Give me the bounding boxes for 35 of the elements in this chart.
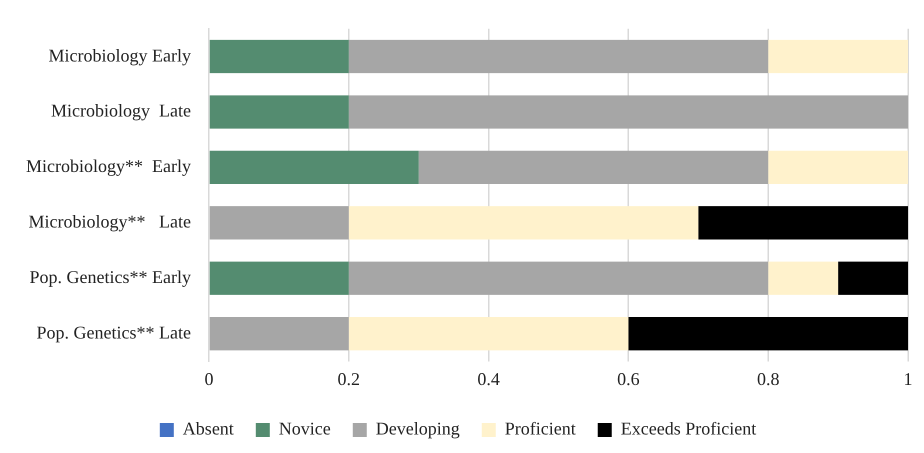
- bar: [348, 206, 698, 240]
- bar: [768, 40, 908, 74]
- bar: [210, 40, 349, 74]
- x-tick-label: 0.2: [338, 368, 360, 389]
- bar: [418, 150, 768, 184]
- bar: [210, 317, 349, 350]
- bar: [768, 262, 838, 295]
- y-tick-label: Microbiology** Late: [28, 212, 191, 232]
- legend-label: Absent: [182, 418, 234, 439]
- bar: [348, 95, 908, 129]
- x-tick-label: 0: [204, 368, 214, 389]
- bar: [210, 150, 419, 184]
- legend-label: Novice: [278, 418, 331, 439]
- bar: [768, 150, 908, 184]
- bar: [838, 262, 908, 295]
- bar: [628, 317, 908, 350]
- legend-label: Proficient: [504, 418, 576, 439]
- x-tick-label: 0.4: [477, 368, 500, 389]
- bar: [348, 317, 628, 350]
- bar: [348, 40, 768, 74]
- legend-label: Developing: [376, 418, 460, 439]
- x-tick-label: 0.6: [617, 368, 640, 389]
- bar: [210, 95, 349, 129]
- bar: [348, 262, 768, 295]
- y-tick-label: Microbiology Late: [51, 100, 191, 121]
- x-tick-label: 0.8: [756, 368, 780, 389]
- y-tick-label: Pop. Genetics** Early: [30, 266, 191, 287]
- x-tick-label: 1: [904, 368, 912, 389]
- y-tick-label: Microbiology Early: [48, 45, 191, 66]
- bar: [210, 262, 349, 295]
- bar: [210, 206, 349, 240]
- bar: [698, 206, 908, 240]
- y-tick-label: Microbiology** Early: [26, 156, 191, 176]
- legend-label: Exceeds Proficient: [620, 418, 756, 439]
- y-tick-label: Pop. Genetics** Late: [36, 322, 191, 342]
